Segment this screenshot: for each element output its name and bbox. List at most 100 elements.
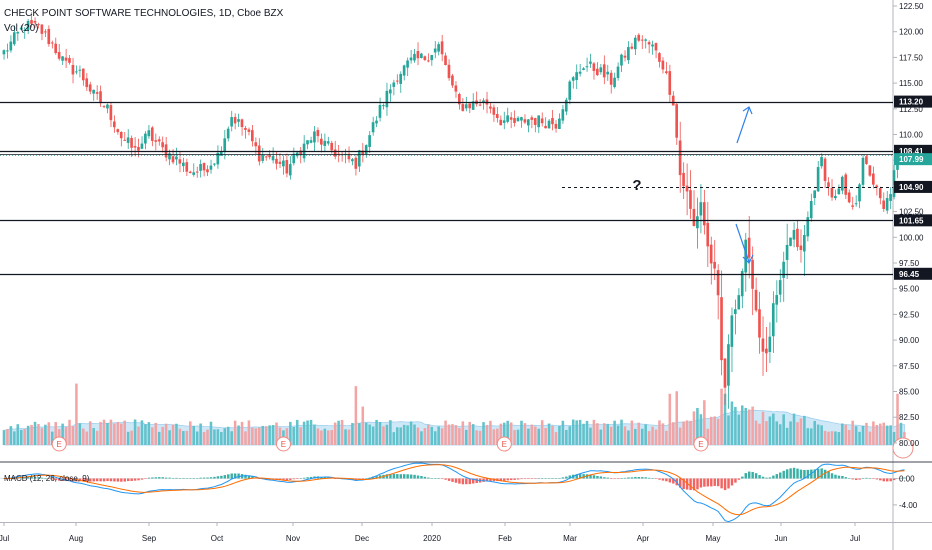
- earnings-marker[interactable]: [275, 436, 291, 452]
- volume-bar: [582, 423, 585, 445]
- candle-body: [95, 92, 99, 94]
- macd-histogram-bar: [196, 478, 199, 479]
- candle-body: [285, 160, 289, 174]
- macd-histogram-bar: [610, 478, 613, 479]
- macd-label: MACD (12, 26, close, 9): [4, 474, 90, 483]
- macd-histogram-bar: [679, 478, 682, 488]
- candle-body: [451, 75, 454, 86]
- time-axis-label: Jun: [775, 534, 788, 543]
- macd-histogram-bar: [506, 478, 509, 481]
- candle-body: [492, 107, 496, 115]
- candle-body: [744, 239, 747, 273]
- price-axis-label: 122.50: [899, 2, 924, 11]
- candle-body: [564, 99, 568, 112]
- volume-bar: [813, 420, 816, 445]
- candle-body: [57, 51, 61, 59]
- candle-body: [247, 129, 251, 132]
- candle-body: [182, 162, 185, 167]
- candle-body: [313, 131, 316, 143]
- macd-histogram-bar: [630, 477, 634, 479]
- earnings-marker-label: E: [502, 440, 507, 449]
- macd-histogram-bar: [113, 478, 116, 482]
- earnings-marker[interactable]: [51, 436, 67, 452]
- macd-histogram-bar: [99, 478, 102, 482]
- candle-body: [872, 173, 875, 185]
- earnings-marker[interactable]: [496, 436, 512, 452]
- volume-bar: [665, 430, 668, 445]
- macd-histogram-bar: [737, 478, 741, 480]
- volume-bar: [513, 430, 516, 445]
- volume-bar: [451, 424, 454, 445]
- macd-histogram-bar: [641, 477, 644, 479]
- volume-bar: [761, 411, 765, 445]
- macd-histogram-bar: [120, 478, 123, 482]
- candle-body: [206, 169, 209, 173]
- macd-histogram-bar: [127, 478, 130, 482]
- volume-bar: [830, 431, 834, 445]
- macd-histogram-bar: [447, 478, 451, 481]
- macd-histogram-bar: [503, 478, 506, 481]
- down-arrow-head: [742, 254, 754, 265]
- volume-bar: [482, 422, 485, 445]
- macd-histogram-bar: [420, 476, 423, 479]
- volume-bar: [489, 420, 492, 445]
- volume-bar: [778, 424, 782, 445]
- earnings-marker-upcoming[interactable]: [892, 437, 914, 459]
- candle-body: [64, 57, 68, 61]
- volume-bar: [237, 425, 240, 445]
- candle-body: [430, 55, 434, 61]
- volume-bar: [765, 421, 768, 445]
- volume-bar: [347, 429, 351, 445]
- candle-body: [885, 198, 889, 211]
- macd-histogram-bar: [582, 474, 585, 479]
- macd-histogram-bar: [620, 478, 623, 479]
- candle-body: [792, 229, 796, 240]
- macd-histogram-bar: [775, 474, 779, 479]
- volume-bar: [378, 421, 382, 445]
- volume-bar: [340, 419, 344, 445]
- volume-bar: [792, 413, 796, 445]
- candle-body: [378, 105, 382, 118]
- volume-bar: [654, 429, 658, 445]
- time-axis-label: Jul: [850, 534, 860, 543]
- candle-body: [133, 146, 137, 148]
- time-axis-label: Feb: [498, 534, 512, 543]
- earnings-marker[interactable]: [693, 436, 709, 452]
- candle-body: [758, 309, 761, 338]
- volume-bar: [589, 427, 592, 445]
- macd-histogram-bar: [627, 477, 630, 479]
- volume-bar: [385, 424, 389, 445]
- volume-bar: [302, 421, 306, 445]
- macd-histogram-bar: [889, 478, 892, 482]
- macd-histogram-bar: [451, 478, 454, 482]
- macd-histogram-bar: [485, 478, 489, 482]
- volume-bar: [775, 421, 779, 445]
- volume-bar: [251, 427, 254, 445]
- volume-bar: [168, 430, 171, 445]
- volume-bar: [295, 419, 299, 445]
- candle-body: [482, 100, 485, 103]
- volume-bar: [171, 424, 175, 445]
- volume-bar: [709, 416, 713, 445]
- volume-bar: [230, 431, 233, 445]
- volume-bar: [741, 405, 744, 445]
- level-price-label: 113.20: [899, 98, 924, 107]
- candle-body: [454, 85, 458, 92]
- candle-body: [140, 143, 144, 149]
- macd-histogram-bar: [413, 474, 416, 479]
- volume-bar: [195, 431, 199, 445]
- macd-histogram-bar: [192, 478, 195, 479]
- macd-histogram-bar: [537, 478, 540, 479]
- price-axis-label: 87.50: [899, 362, 920, 371]
- candle-body: [765, 348, 768, 354]
- time-axis-label: 2020: [423, 534, 441, 543]
- volume-bar: [682, 421, 685, 445]
- macd-histogram-bar: [499, 478, 503, 482]
- volume-bar: [692, 411, 696, 445]
- candle-body: [620, 54, 623, 66]
- level-price-box: [894, 267, 932, 280]
- candle-body: [861, 157, 865, 185]
- candle-body: [596, 68, 599, 76]
- macd-histogram-bar: [461, 478, 465, 485]
